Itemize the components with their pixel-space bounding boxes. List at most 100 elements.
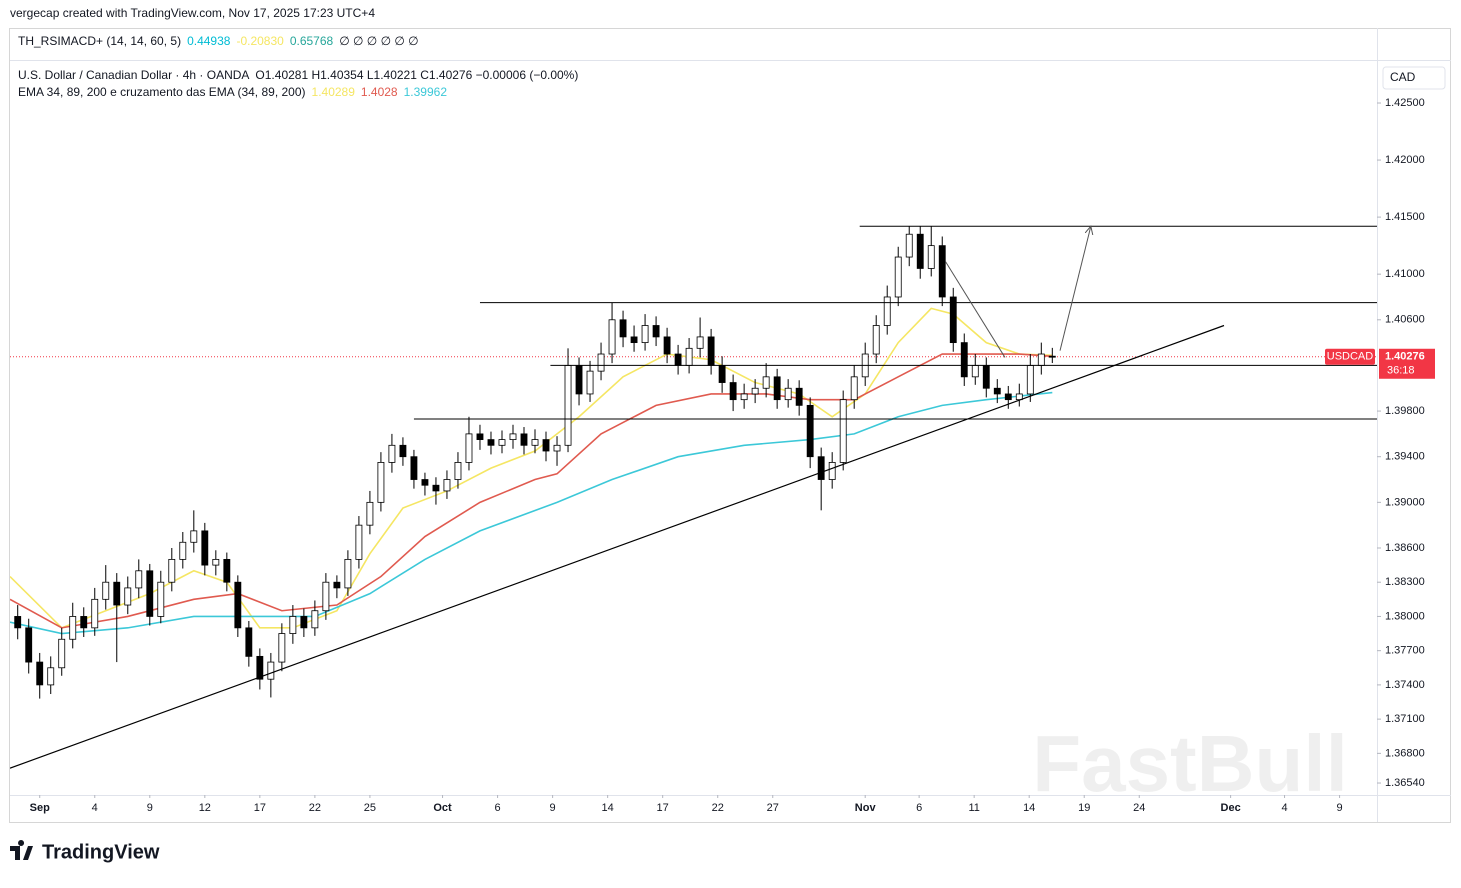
- candle-body: [850, 376, 858, 401]
- ema-label: EMA 34, 89, 200 e cruzamento das EMA (34…: [18, 85, 306, 99]
- x-tick-label: Nov: [855, 802, 877, 814]
- candle-body: [982, 365, 990, 389]
- candle-body: [630, 336, 638, 344]
- candle-body: [663, 336, 671, 355]
- ema-line: [10, 307, 1053, 629]
- ema-value: 1.4028: [361, 85, 398, 99]
- candle-body: [300, 616, 308, 629]
- price-badge-text: 1.40276: [1385, 351, 1425, 363]
- x-tick-label: 6: [495, 802, 501, 814]
- watermark: FastBull: [1032, 719, 1348, 808]
- y-tick-label: 1.36800: [1385, 747, 1425, 759]
- y-tick-label: 1.42500: [1385, 97, 1425, 109]
- candle-body: [553, 444, 561, 452]
- candle-body: [102, 581, 110, 600]
- candle-body: [883, 296, 891, 326]
- candle-body: [520, 433, 528, 446]
- candle-body: [25, 627, 33, 663]
- candle-body: [960, 342, 968, 378]
- candle-body: [685, 347, 693, 366]
- currency-button[interactable]: [1382, 66, 1446, 90]
- chart-frame: [9, 28, 1451, 823]
- x-tick-label: 17: [254, 802, 266, 814]
- candle-body: [949, 296, 957, 344]
- candle-body: [1004, 393, 1012, 401]
- x-tick-label: 14: [1023, 802, 1035, 814]
- candle-body: [729, 382, 737, 401]
- candle-body: [575, 365, 583, 395]
- x-tick-label: 9: [147, 802, 153, 814]
- x-tick-label: 22: [712, 802, 724, 814]
- y-tick-label: 1.42000: [1385, 154, 1425, 166]
- candle-body: [157, 581, 165, 617]
- candle-body: [311, 610, 319, 629]
- candle-body: [894, 256, 902, 298]
- candle-body: [91, 598, 99, 629]
- x-tick-label: Sep: [30, 802, 50, 814]
- candle-body: [608, 319, 616, 355]
- candle-body: [806, 404, 814, 458]
- candle-body: [1037, 353, 1045, 366]
- y-tick-label: 1.38600: [1385, 542, 1425, 554]
- candle-body: [652, 325, 660, 338]
- candle-body: [597, 353, 605, 372]
- candle-body: [201, 530, 209, 566]
- candle-body: [542, 439, 550, 452]
- logo-text: TradingView: [42, 841, 160, 863]
- candle-body: [454, 462, 462, 480]
- candle-body: [399, 444, 407, 458]
- candle-body: [212, 558, 220, 566]
- candle-body: [344, 558, 352, 589]
- indicator-legend: TH_RSIMACD+ (14, 14, 60, 5) 0.44938 -0.208…: [18, 34, 419, 48]
- candle-body: [509, 433, 517, 440]
- candle-body: [113, 581, 121, 606]
- symbol: U.S. Dollar / Canadian Dollar · 4h · OAN…: [18, 68, 249, 82]
- drawing-line: [1059, 226, 1091, 351]
- candle-body: [234, 581, 242, 629]
- candle-body: [388, 444, 396, 463]
- candle-body: [498, 439, 506, 446]
- x-tick-label: 4: [1281, 802, 1287, 814]
- candle-body: [256, 655, 264, 680]
- currency[interactable]: CAD: [1390, 70, 1416, 84]
- indicator-name: TH_RSIMACD+ (14, 14, 60, 5): [18, 34, 181, 48]
- x-tick-label: Dec: [1221, 802, 1241, 814]
- candle-body: [58, 638, 66, 669]
- candle-body: [828, 462, 836, 480]
- candle-body: [795, 387, 803, 406]
- indicator-extras: ∅ ∅ ∅ ∅ ∅ ∅: [339, 34, 418, 48]
- candle-body: [366, 501, 374, 526]
- candle-body: [905, 233, 913, 258]
- candle-body: [245, 627, 253, 657]
- x-tick-label: Oct: [433, 802, 452, 814]
- attribution: vergecap created with TradingView.com, N…: [10, 6, 375, 20]
- y-tick-label: 1.38300: [1385, 576, 1425, 588]
- candle-body: [1048, 355, 1056, 358]
- candle-body: [267, 661, 275, 680]
- y-tick-label: 1.36540: [1385, 777, 1425, 789]
- candle-body: [47, 667, 55, 686]
- candle-body: [487, 439, 495, 446]
- candle-body: [432, 484, 440, 492]
- candle-body: [740, 393, 748, 401]
- candle-body: [751, 387, 759, 395]
- candle-body: [762, 376, 770, 389]
- candle-body: [322, 581, 330, 612]
- y-tick-label: 1.41500: [1385, 211, 1425, 223]
- candle-body: [124, 587, 132, 606]
- price-badge: [1379, 348, 1435, 379]
- y-tick-label: 1.37700: [1385, 645, 1425, 657]
- candle-body: [707, 336, 715, 366]
- candle-body: [289, 616, 297, 634]
- candle-body: [531, 439, 539, 446]
- candle-body: [773, 376, 781, 401]
- y-tick-label: 1.39800: [1385, 405, 1425, 417]
- candle-body: [674, 353, 682, 366]
- candle-body: [872, 325, 880, 355]
- candle-body: [1026, 365, 1034, 395]
- symbol-legend: U.S. Dollar / Canadian Dollar · 4h · OAN…: [18, 68, 578, 82]
- x-tick-label: 14: [602, 802, 614, 814]
- candle-body: [916, 233, 924, 269]
